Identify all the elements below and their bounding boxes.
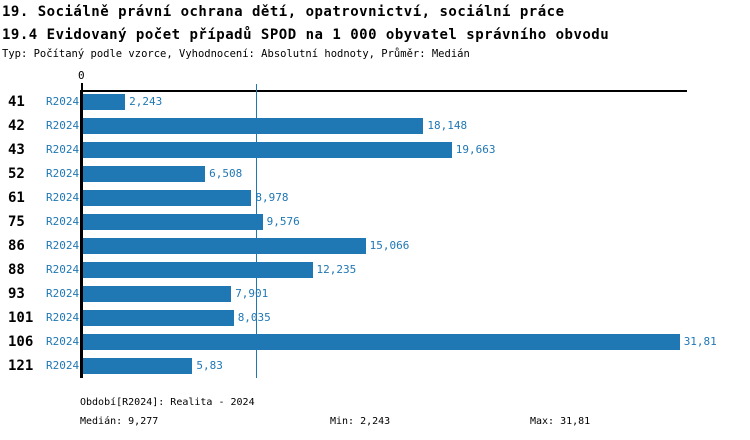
bar xyxy=(83,334,680,350)
median-reference-line xyxy=(256,84,258,378)
chart-row: 121 R2024 5,83 xyxy=(0,354,750,378)
bar-value-label: 18,148 xyxy=(427,119,468,132)
row-series-label: R2024 xyxy=(46,311,80,324)
chart-row: 93 R2024 7,901 xyxy=(0,282,750,306)
bar-value-label: 31,81 xyxy=(683,335,717,348)
row-category-label: 93 xyxy=(8,286,25,302)
row-category-label: 88 xyxy=(8,262,25,278)
bar xyxy=(83,214,263,230)
chart-row: 86 R2024 15,066 xyxy=(0,234,750,258)
row-category-label: 42 xyxy=(8,118,25,134)
bar xyxy=(83,94,126,110)
bar-value-label: 19,663 xyxy=(455,143,496,156)
chart-row: 88 R2024 12,235 xyxy=(0,258,750,282)
row-category-label: 43 xyxy=(8,142,25,158)
bar xyxy=(83,142,452,158)
x-axis-zero-tick-mark xyxy=(81,83,83,90)
row-category-label: 52 xyxy=(8,166,25,182)
row-series-label: R2024 xyxy=(46,215,80,228)
chart-row: 52 R2024 6,508 xyxy=(0,162,750,186)
bar xyxy=(83,190,252,206)
row-series-label: R2024 xyxy=(46,287,80,300)
chart-row: 41 R2024 2,243 xyxy=(0,90,750,114)
legend-period-label: Období[R2024]: Realita - 2024 xyxy=(80,397,255,408)
row-series-label: R2024 xyxy=(46,143,80,156)
row-category-label: 101 xyxy=(8,310,34,326)
bar-value-label: 6,508 xyxy=(209,167,243,180)
row-series-label: R2024 xyxy=(46,239,80,252)
bar-value-label: 15,066 xyxy=(369,239,410,252)
chart-row: 101 R2024 8,035 xyxy=(0,306,750,330)
stat-min-label: Min: 2,243 xyxy=(330,416,391,427)
bar-value-label: 7,901 xyxy=(235,287,269,300)
chart-row: 75 R2024 9,576 xyxy=(0,210,750,234)
bar-chart-rows: 41 R2024 2,243 42 R2024 18,148 43 R2024 19,663 52… xyxy=(0,90,750,378)
row-series-label: R2024 xyxy=(46,335,80,348)
bar-value-label: 5,83 xyxy=(196,359,223,372)
chart-title-line1: 19. Sociálně právní ochrana dětí, opatro… xyxy=(2,4,565,20)
chart-subtitle: Typ: Počítaný podle vzorce, Vyhodnocení:… xyxy=(2,48,470,60)
stat-max-label: Max: 31,81 xyxy=(530,416,591,427)
bar xyxy=(83,118,424,134)
row-series-label: R2024 xyxy=(46,263,80,276)
row-category-label: 75 xyxy=(8,214,25,230)
chart-row: 61 R2024 8,978 xyxy=(0,186,750,210)
bar-value-label: 9,576 xyxy=(266,215,300,228)
bar-value-label: 8,978 xyxy=(255,191,289,204)
bar-value-label: 8,035 xyxy=(237,311,271,324)
row-category-label: 121 xyxy=(8,358,34,374)
bar-value-label: 2,243 xyxy=(129,95,163,108)
bar xyxy=(83,310,234,326)
row-series-label: R2024 xyxy=(46,191,80,204)
row-series-label: R2024 xyxy=(46,167,80,180)
row-series-label: R2024 xyxy=(46,359,80,372)
x-axis-zero-tick-label: 0 xyxy=(78,69,85,82)
row-category-label: 41 xyxy=(8,94,25,110)
bar xyxy=(83,286,232,302)
chart-row: 106 R2024 31,81 xyxy=(0,330,750,354)
plot-top-border xyxy=(82,90,687,92)
bar-value-label: 12,235 xyxy=(316,263,357,276)
chart-row: 43 R2024 19,663 xyxy=(0,138,750,162)
row-category-label: 61 xyxy=(8,190,25,206)
chart-title-line2: 19.4 Evidovaný počet případů SPOD na 1 0… xyxy=(2,27,610,43)
bar xyxy=(83,358,193,374)
bar xyxy=(83,238,366,254)
row-category-label: 106 xyxy=(8,334,34,350)
row-category-label: 86 xyxy=(8,238,25,254)
row-series-label: R2024 xyxy=(46,119,80,132)
y-axis-line xyxy=(80,90,83,378)
row-series-label: R2024 xyxy=(46,95,80,108)
bar xyxy=(83,262,313,278)
chart-row: 42 R2024 18,148 xyxy=(0,114,750,138)
bar xyxy=(83,166,206,182)
stat-median-label: Medián: 9,277 xyxy=(80,416,159,427)
